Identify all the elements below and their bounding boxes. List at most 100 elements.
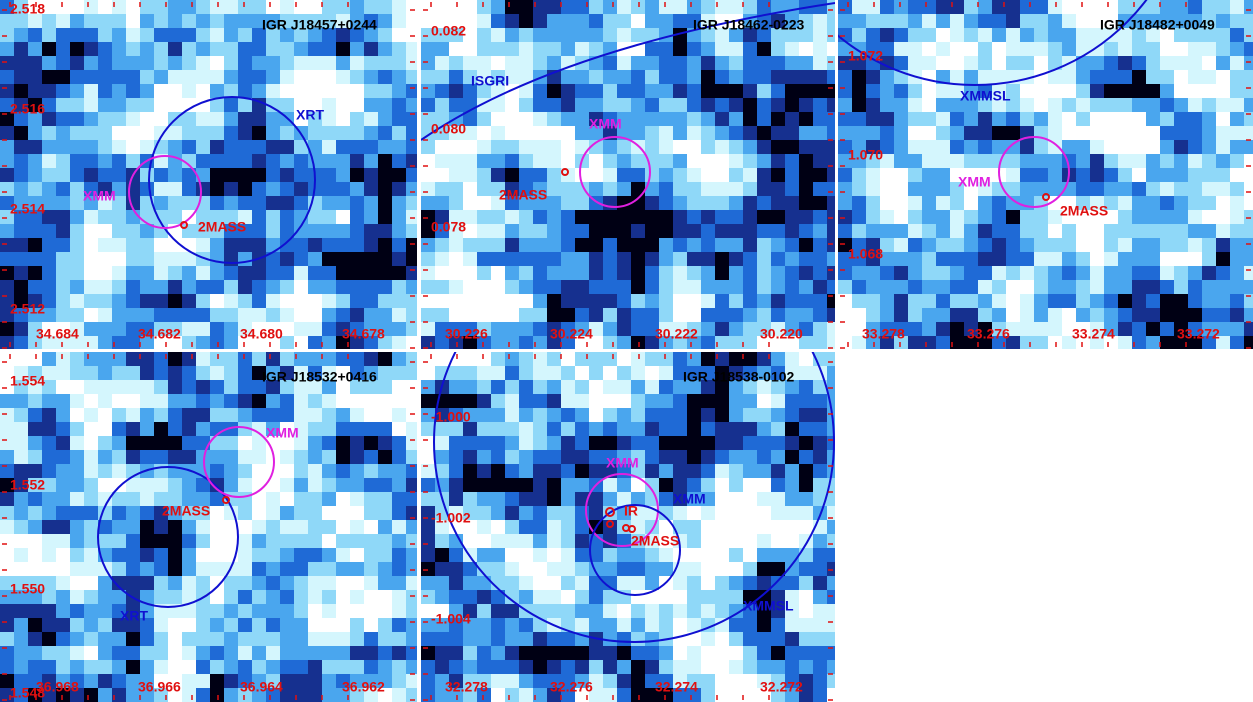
pixel [477,436,491,450]
pixel [84,492,98,506]
pixel [908,266,922,280]
pixel [378,660,392,674]
pixel [350,632,364,646]
pixel [1118,238,1132,252]
pixel [1188,182,1202,196]
pixel [140,98,154,112]
pixel [715,436,729,450]
pixel [42,534,56,548]
pixel [757,436,771,450]
pixel [841,604,855,618]
pixel [392,336,406,350]
pixel [1034,308,1048,322]
pixel [908,210,922,224]
pixel [224,126,238,140]
pixel [392,534,406,548]
pixel [322,492,336,506]
pixel [378,506,392,520]
pixel [992,140,1006,154]
pixel [56,478,70,492]
pixel [715,224,729,238]
pixel [631,646,645,660]
pixel [1202,182,1216,196]
pixel [589,506,603,520]
pixel [771,252,785,266]
pixel [421,238,435,252]
pixel [406,210,420,224]
pixel [1118,280,1132,294]
pixel [1062,224,1076,238]
pixel [280,280,294,294]
pixel [505,520,519,534]
pixel [1174,168,1188,182]
pixel [1230,238,1244,252]
pixel [813,562,827,576]
pixel [729,168,743,182]
pixel [631,674,645,688]
pixel [0,322,14,336]
pixel [617,350,631,364]
pixel [547,408,561,422]
pixel [1132,266,1146,280]
pixel [505,562,519,576]
pixel [42,154,56,168]
pixel [42,422,56,436]
pixel [603,224,617,238]
pixel [224,280,238,294]
pixel [126,506,140,520]
x-tick-label: 33.278 [862,326,905,342]
pixel [14,632,28,646]
pixel [645,576,659,590]
pixel [1244,224,1253,238]
pixel [322,98,336,112]
pixel [533,506,547,520]
pixel [505,140,519,154]
pixel [449,450,463,464]
pixel [435,98,449,112]
pixel [477,366,491,380]
pixel [645,266,659,280]
pixel [252,154,266,168]
pixel [252,42,266,56]
pixel [908,294,922,308]
pixel [771,632,785,646]
pixel [14,140,28,154]
pixel [936,112,950,126]
pixel [645,436,659,450]
pixel [505,618,519,632]
pixel [435,534,449,548]
pixel [603,294,617,308]
pixel [266,548,280,562]
pixel [813,238,827,252]
pixel [238,84,252,98]
pixel [70,70,84,84]
pixel [140,632,154,646]
pixel [561,280,575,294]
pixel [98,352,112,366]
pixel [14,42,28,56]
pixel [491,28,505,42]
pixel [922,196,936,210]
pixel [505,28,519,42]
pixel [84,154,98,168]
pixel [743,562,757,576]
pixel [561,632,575,646]
pixel [1034,238,1048,252]
pixel [168,266,182,280]
pixel [922,294,936,308]
pixel [547,380,561,394]
pixel [575,436,589,450]
pixel [866,112,880,126]
y-tick-label: 1.552 [10,477,45,493]
pixel [547,210,561,224]
pixel [659,294,673,308]
pixel [84,280,98,294]
pixel [908,336,922,350]
pixel [350,252,364,266]
pixel [729,394,743,408]
pixel [238,196,252,210]
pixel [126,98,140,112]
pixel [463,632,477,646]
pixel [406,562,420,576]
pixel [757,98,771,112]
